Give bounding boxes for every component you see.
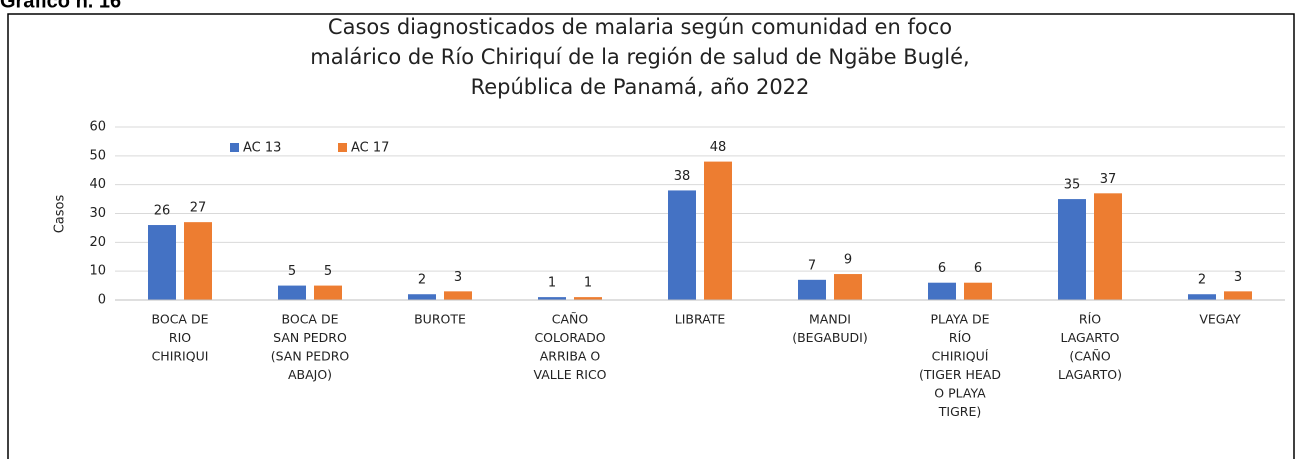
x-tick-label: BOCA DE xyxy=(152,312,209,327)
bar xyxy=(668,190,696,300)
x-tick-label: COLORADO xyxy=(534,330,605,345)
x-tick-label: BUROTE xyxy=(414,312,466,327)
data-label: 37 xyxy=(1100,172,1117,187)
legend-label: AC 17 xyxy=(351,141,389,156)
bar xyxy=(538,297,566,300)
data-label: 6 xyxy=(974,261,982,276)
bar xyxy=(1058,199,1086,300)
x-tick-label: RÍO xyxy=(949,330,971,345)
x-tick-label: PLAYA DE xyxy=(930,312,989,327)
chart-title: República de Panamá, año 2022 xyxy=(471,75,810,99)
data-label: 7 xyxy=(808,258,816,273)
data-label: 48 xyxy=(710,140,727,155)
x-tick-label: VALLE RICO xyxy=(533,367,606,382)
bar xyxy=(928,282,956,300)
data-label: 3 xyxy=(454,270,462,285)
x-tick-label: VEGAY xyxy=(1199,312,1241,327)
y-tick-label: 50 xyxy=(89,148,106,163)
y-axis-title: Casos xyxy=(53,195,68,234)
x-tick-label: O PLAYA xyxy=(934,386,986,401)
x-tick-label: (SAN PEDRO xyxy=(271,349,350,364)
bar xyxy=(444,291,472,300)
bar xyxy=(964,282,992,300)
y-tick-label: 20 xyxy=(89,235,106,250)
data-label: 26 xyxy=(154,204,171,219)
y-tick-label: 60 xyxy=(89,120,106,135)
x-tick-label: LAGARTO) xyxy=(1058,367,1122,382)
data-label: 27 xyxy=(190,201,207,216)
y-tick-label: 40 xyxy=(89,177,106,192)
bar xyxy=(574,297,602,300)
x-tick-label: RÍO xyxy=(1079,312,1101,327)
bar xyxy=(1224,291,1252,300)
bar xyxy=(1094,193,1122,300)
x-tick-label: RIO xyxy=(169,330,191,345)
data-label: 5 xyxy=(288,264,296,279)
bar xyxy=(184,222,212,300)
x-tick-label: ABAJO) xyxy=(288,367,332,382)
chart-border xyxy=(7,13,1295,459)
data-label: 2 xyxy=(418,273,426,288)
header: Gráfico n. 16 xyxy=(0,0,121,12)
x-tick-label: (TIGER HEAD xyxy=(919,367,1001,382)
x-tick-label: CHIRIQUI xyxy=(152,349,209,364)
bar xyxy=(408,294,436,300)
data-label: 5 xyxy=(324,264,332,279)
x-tick-label: SAN PEDRO xyxy=(273,330,347,345)
data-label: 2 xyxy=(1198,273,1206,288)
data-label: 1 xyxy=(548,276,556,291)
bar xyxy=(278,285,306,300)
legend-label: AC 13 xyxy=(243,141,281,156)
x-tick-label: MANDI xyxy=(809,312,851,327)
x-tick-label: BOCA DE xyxy=(282,312,339,327)
y-tick-label: 30 xyxy=(89,206,106,221)
data-label: 9 xyxy=(844,253,852,268)
x-tick-label: CAÑO xyxy=(552,312,589,327)
y-tick-label: 10 xyxy=(89,264,106,279)
y-tick-label: 0 xyxy=(98,293,106,308)
legend-swatch xyxy=(338,143,347,152)
legend-swatch xyxy=(230,143,239,152)
data-label: 1 xyxy=(584,276,592,291)
x-tick-label: LAGARTO xyxy=(1060,330,1119,345)
bar xyxy=(148,225,176,300)
data-label: 35 xyxy=(1064,178,1081,193)
x-tick-label: LIBRATE xyxy=(675,312,726,327)
x-tick-label: CHIRIQUÍ xyxy=(932,349,989,364)
bar xyxy=(1188,294,1216,300)
bar xyxy=(314,285,342,300)
x-tick-label: (BEGABUDI) xyxy=(792,330,868,345)
bar xyxy=(834,274,862,300)
x-tick-label: TIGRE) xyxy=(938,404,981,419)
bar xyxy=(704,161,732,300)
chart-title: malárico de Río Chiriquí de la región de… xyxy=(310,45,969,69)
data-label: 38 xyxy=(674,169,691,184)
x-tick-label: ARRIBA O xyxy=(540,349,601,364)
data-label: 6 xyxy=(938,261,946,276)
x-tick-label: (CAÑO xyxy=(1069,349,1111,364)
chart-title: Casos diagnosticados de malaria según co… xyxy=(328,15,952,39)
bar xyxy=(798,279,826,300)
data-label: 3 xyxy=(1234,270,1242,285)
